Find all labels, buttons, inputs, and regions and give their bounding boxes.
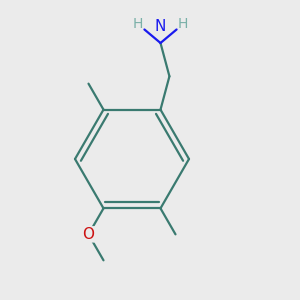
Text: H: H (178, 17, 188, 31)
Text: N: N (155, 19, 166, 34)
Text: H: H (133, 17, 143, 31)
Text: O: O (82, 227, 94, 242)
